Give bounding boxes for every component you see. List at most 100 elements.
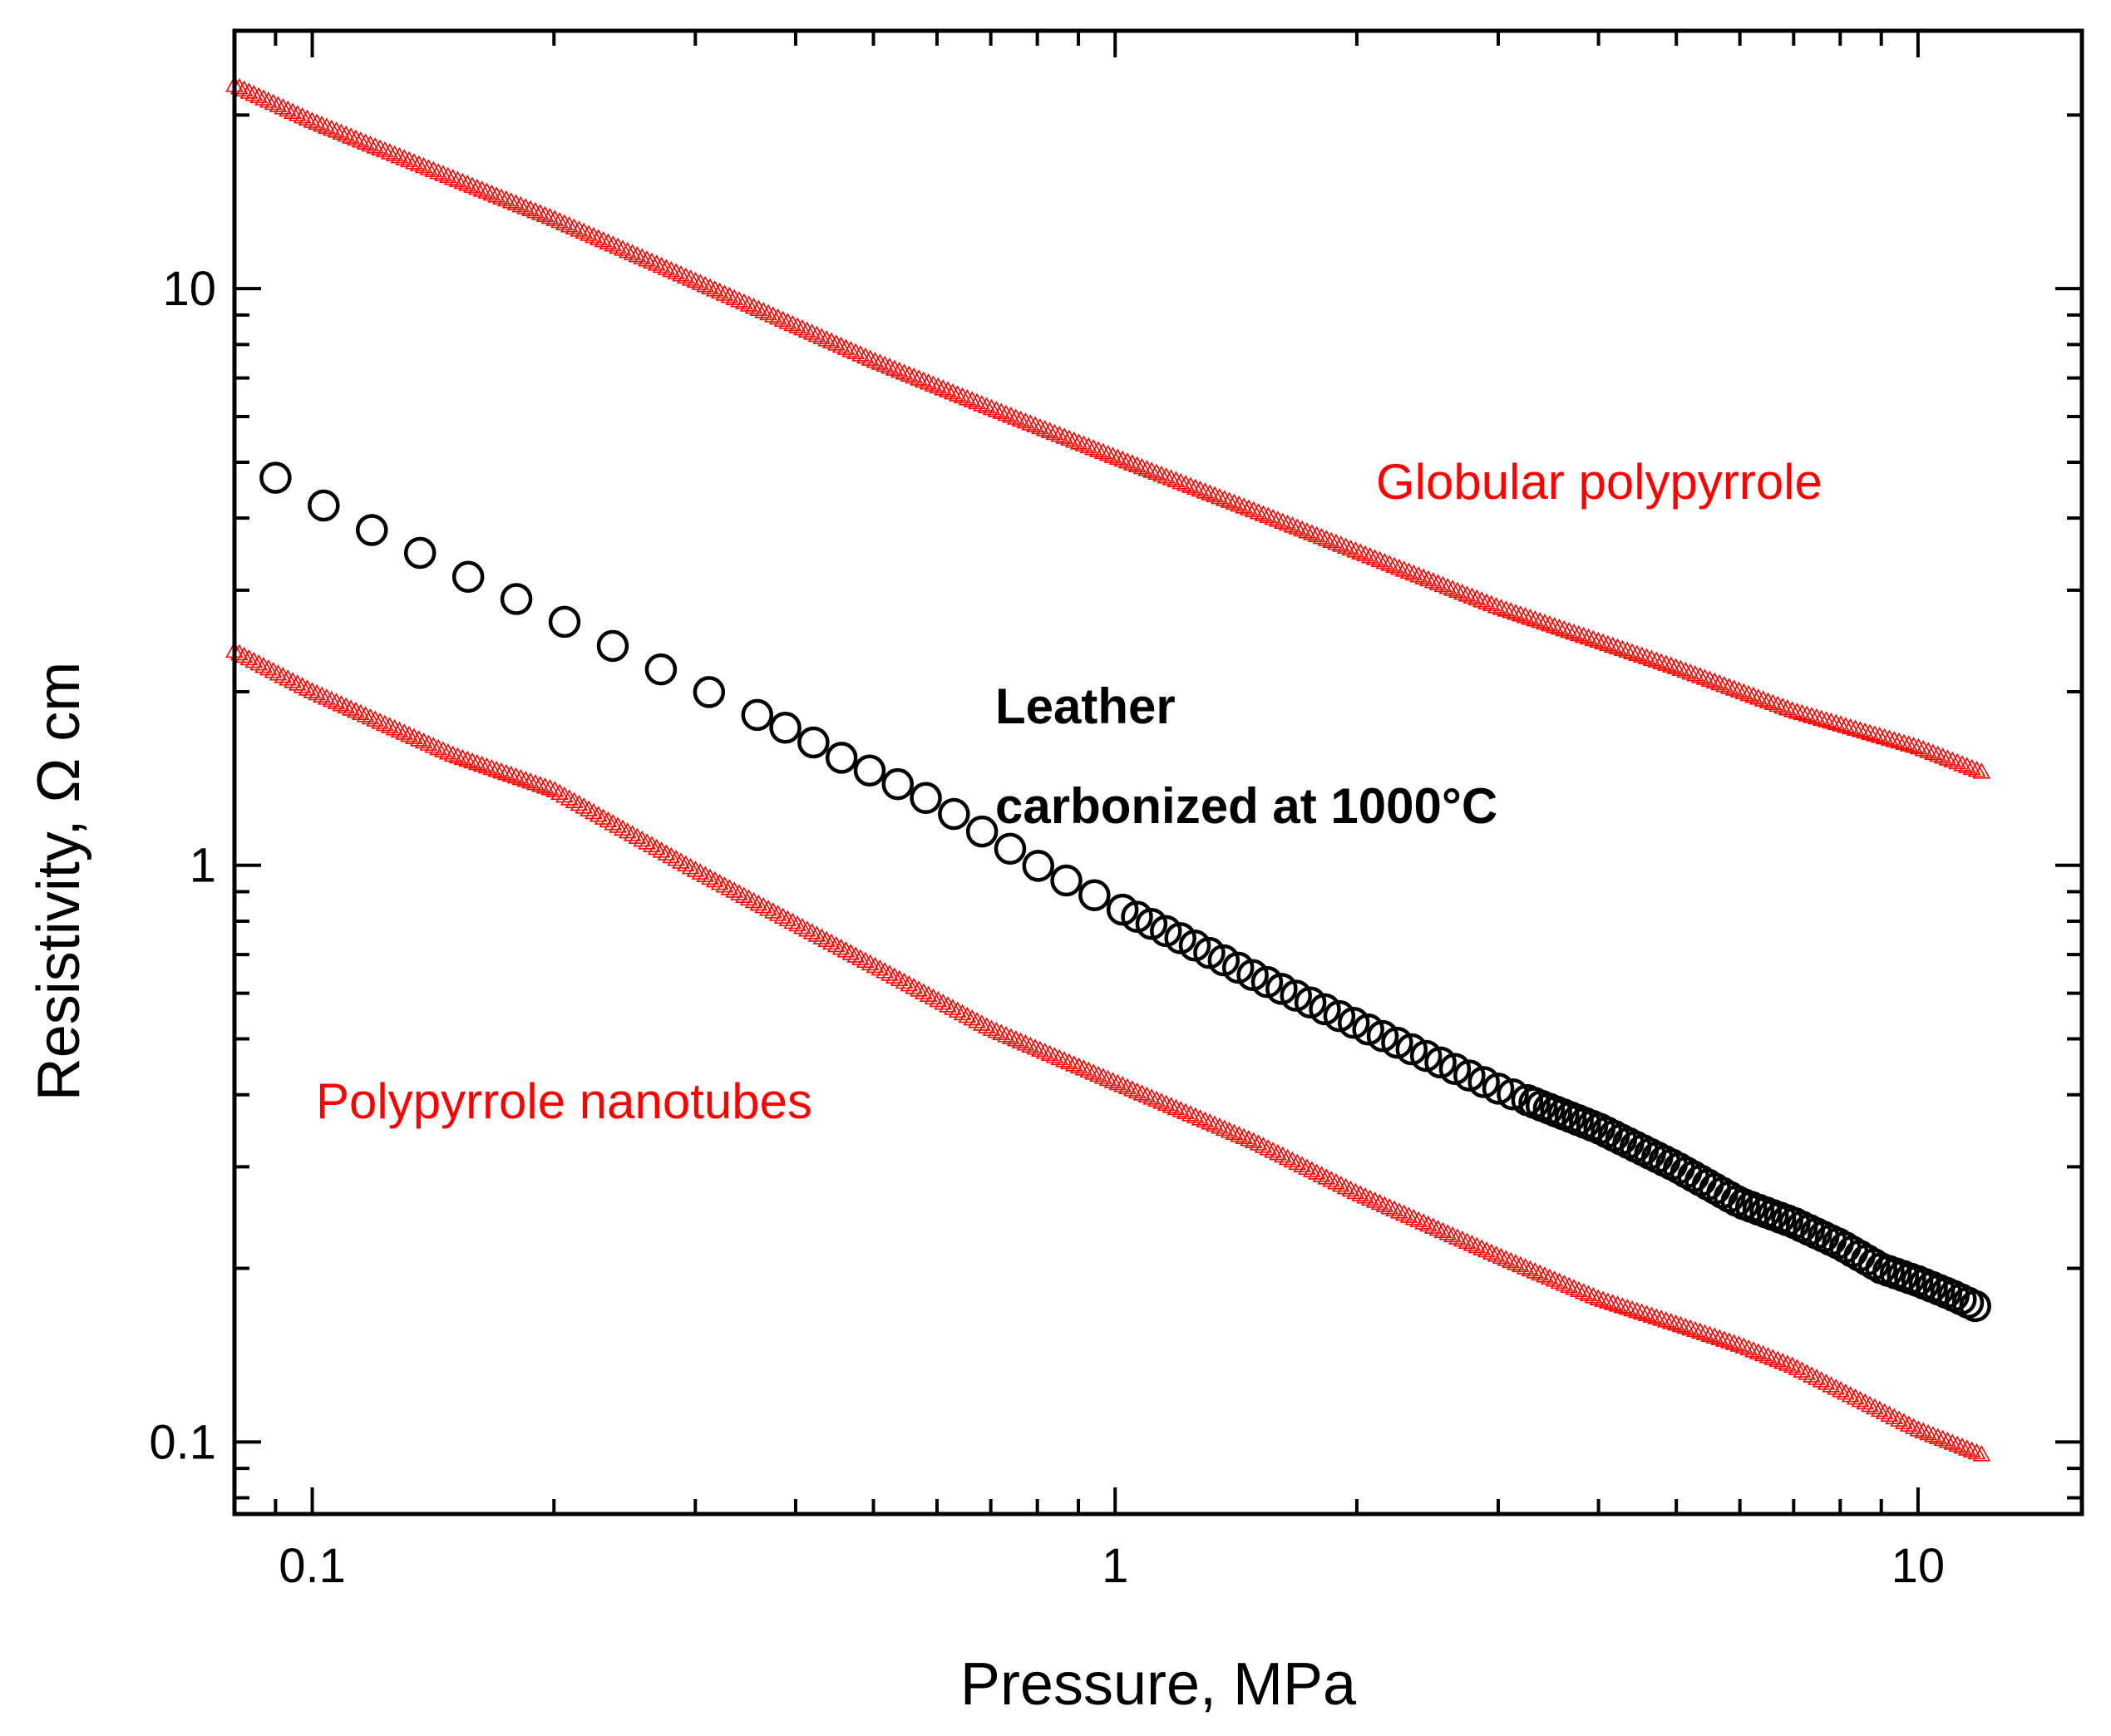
annotation-polypyrrole-nanotubes: Polypyrrole nanotubes: [316, 1073, 812, 1129]
data-point-triangle: [1890, 732, 1908, 749]
data-point-triangle: [1729, 681, 1748, 698]
data-point-triangle: [1933, 747, 1952, 764]
data-point-triangle: [900, 974, 919, 992]
data-point-triangle: [1356, 545, 1374, 562]
series-1: [259, 461, 1991, 1323]
data-point-triangle: [506, 194, 525, 210]
data-point-triangle: [1642, 1306, 1661, 1323]
data-point-triangle: [1748, 1343, 1768, 1359]
data-point-triangle: [1880, 1405, 1899, 1423]
data-point-triangle: [720, 879, 739, 895]
data-point-triangle: [735, 293, 753, 310]
data-point-triangle: [1729, 1335, 1748, 1352]
data-point-triangle: [1113, 450, 1132, 467]
data-point-triangle: [953, 1004, 972, 1021]
data-point-triangle: [1031, 1040, 1049, 1058]
data-point-circle: [644, 653, 678, 686]
data-point-circle: [259, 461, 292, 494]
data-point-triangle: [1540, 1268, 1559, 1285]
data-point-triangle: [1928, 745, 1947, 762]
data-point-triangle: [1783, 701, 1802, 718]
data-point-triangle: [293, 106, 312, 124]
data-point-triangle: [1045, 423, 1064, 441]
data-point-triangle: [1064, 1055, 1083, 1072]
data-point-triangle: [1006, 1030, 1025, 1047]
data-point-triangle: [1657, 654, 1675, 671]
data-point-triangle: [841, 341, 861, 358]
data-point-triangle: [385, 719, 404, 736]
data-point-triangle: [1394, 560, 1413, 577]
data-point-triangle: [1206, 486, 1224, 503]
data-point-triangle: [1098, 444, 1117, 461]
data-point-circle: [741, 698, 774, 732]
data-point-triangle: [1215, 1119, 1234, 1137]
data-point-triangle: [1331, 535, 1350, 552]
data-point-triangle: [1914, 1422, 1933, 1438]
data-point-triangle: [424, 737, 443, 753]
data-point-triangle: [1254, 1137, 1273, 1153]
data-point-triangle: [376, 141, 394, 158]
data-point-triangle: [1142, 461, 1162, 478]
data-point-triangle: [890, 361, 909, 378]
data-point-triangle: [681, 857, 700, 875]
data-point-triangle: [1957, 757, 1976, 773]
data-point-triangle: [1079, 436, 1098, 454]
data-point-triangle: [647, 838, 666, 856]
data-point-triangle: [1341, 539, 1360, 556]
data-point-triangle: [1778, 1354, 1797, 1371]
data-point-triangle: [1050, 426, 1069, 442]
data-point-triangle: [1943, 1433, 1962, 1450]
data-point-triangle: [691, 863, 710, 880]
data-point-circle: [693, 676, 726, 708]
data-point-triangle: [1069, 433, 1088, 450]
data-point-triangle: [1259, 506, 1278, 524]
data-point-triangle: [875, 962, 895, 979]
data-point-triangle: [856, 951, 875, 968]
data-point-triangle: [1302, 524, 1321, 540]
data-point-triangle: [1050, 1048, 1069, 1066]
data-point-triangle: [1686, 1320, 1704, 1338]
data-point-triangle: [1385, 1200, 1403, 1217]
data-point-triangle: [239, 649, 259, 666]
data-point-triangle: [735, 886, 753, 903]
data-point-triangle: [1060, 1053, 1078, 1070]
data-point-triangle: [308, 113, 327, 131]
data-point-triangle: [1526, 610, 1545, 627]
data-point-triangle: [1608, 638, 1627, 655]
data-point-triangle: [1545, 1270, 1564, 1287]
data-point-triangle: [1681, 663, 1699, 680]
data-point-circle: [1381, 1026, 1413, 1059]
data-point-triangle: [284, 102, 302, 119]
data-point-triangle: [1390, 1202, 1408, 1219]
data-point-triangle: [487, 760, 506, 777]
data-point-triangle: [580, 800, 598, 816]
data-point-triangle: [1880, 729, 1899, 746]
data-point-triangle: [289, 105, 307, 121]
data-point-triangle: [560, 216, 579, 233]
data-point-triangle: [1502, 1251, 1521, 1269]
data-point-triangle: [1875, 727, 1894, 745]
data-point-triangle: [293, 677, 312, 693]
data-point-triangle: [1584, 1287, 1603, 1304]
data-point-triangle: [434, 165, 452, 181]
data-point-triangle: [1457, 585, 1477, 602]
y-axis-title: Resistivity, Ω cm: [26, 662, 92, 1102]
data-point-triangle: [1827, 713, 1846, 731]
data-point-triangle: [1511, 605, 1530, 622]
data-point-triangle: [1924, 1426, 1942, 1443]
data-point-triangle: [1851, 1390, 1870, 1408]
data-point-triangle: [1589, 631, 1608, 649]
data-point-triangle: [1953, 1437, 1971, 1454]
data-point-triangle: [347, 129, 365, 146]
data-point-triangle: [448, 747, 467, 764]
data-point-triangle: [1919, 742, 1938, 758]
data-point-triangle: [1409, 566, 1428, 583]
data-point-triangle: [1453, 1230, 1472, 1247]
data-point-triangle: [429, 738, 448, 756]
annotation-globular-polypyrrole: Globular polypyrrole: [1376, 454, 1822, 510]
data-point-triangle: [351, 703, 370, 721]
data-point-triangle: [516, 770, 535, 787]
marks-layer: [225, 76, 1991, 1462]
data-point-triangle: [919, 373, 938, 390]
data-point-triangle: [1768, 695, 1788, 713]
